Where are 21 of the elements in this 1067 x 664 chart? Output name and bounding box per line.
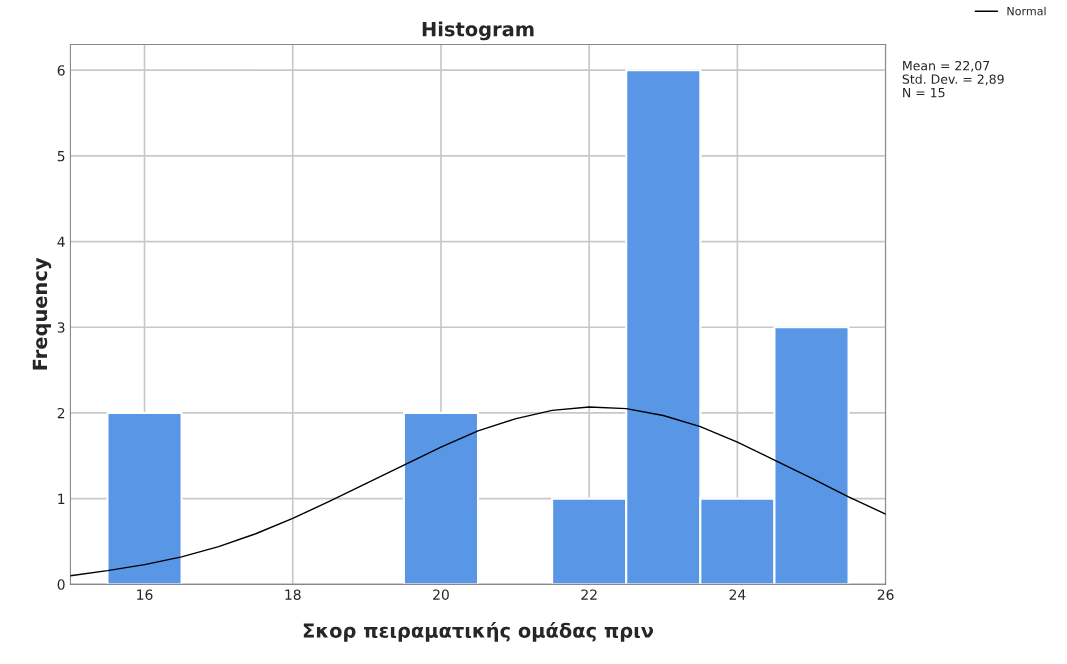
x-tick-label: 24	[729, 589, 746, 600]
y-tick-label: 4	[57, 236, 65, 247]
x-tick-label: 20	[433, 589, 449, 600]
y-tick-label: 5	[57, 151, 65, 162]
x-axis-title: Σκορ πειραματικής ομάδας πριν	[303, 622, 654, 642]
y-tick-label: 1	[58, 493, 65, 504]
x-tick-label: 16	[137, 589, 153, 600]
x-tick-label: 18	[285, 589, 301, 600]
chart-title: Histogram	[422, 21, 534, 41]
y-tick-label: 3	[57, 322, 65, 333]
y-tick-label: 2	[57, 407, 65, 419]
y-axis-title: Frequency	[32, 257, 52, 370]
y-tick-label: 6	[57, 65, 65, 76]
line-series	[70, 406, 886, 577]
y-tick-label: 0	[57, 579, 65, 590]
text: N = 15	[903, 88, 945, 98]
text: Std. Dev. = 2,89	[902, 74, 1004, 86]
text: Mean = 22,07	[903, 60, 990, 72]
x-tick-label: 26	[877, 589, 894, 600]
x-tick-label: 22	[581, 589, 597, 600]
legend-label: Normal	[1007, 6, 1046, 16]
